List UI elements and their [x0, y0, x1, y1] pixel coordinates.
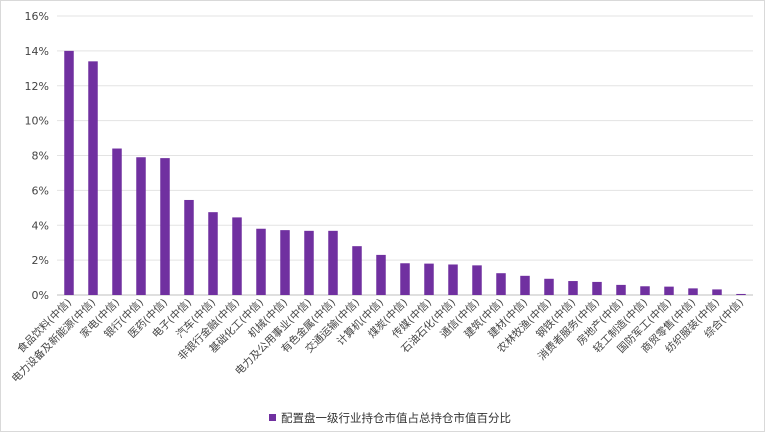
bar [424, 263, 434, 295]
bar [496, 273, 506, 295]
bars [64, 50, 746, 296]
y-tick-label: 6% [32, 184, 49, 197]
bar [568, 281, 578, 295]
y-tick-label: 8% [32, 150, 49, 163]
bar [280, 230, 290, 295]
y-tick-label: 10% [25, 115, 49, 128]
bar [328, 230, 338, 295]
bar [520, 275, 530, 295]
legend-swatch [269, 414, 276, 421]
bar [184, 199, 194, 295]
bar [256, 228, 266, 295]
y-tick-label: 2% [32, 254, 49, 267]
bar [376, 254, 386, 295]
y-tick-label: 16% [25, 10, 49, 23]
y-tick-label: 12% [25, 80, 49, 93]
bar [712, 289, 722, 295]
bar [400, 263, 410, 295]
bar [592, 281, 602, 295]
bar [112, 148, 122, 295]
bar [736, 293, 746, 295]
bar [160, 158, 170, 295]
bar [688, 288, 698, 295]
gridlines [57, 15, 753, 296]
bar [472, 265, 482, 295]
bar [304, 230, 314, 295]
bar [64, 50, 74, 295]
bar [640, 286, 650, 295]
bar [208, 212, 218, 295]
bar [664, 286, 674, 295]
bar [616, 284, 626, 295]
legend-label: 配置盘一级行业持仓市值占总持仓市值百分比 [281, 411, 511, 425]
y-axis: 0% 2% 4% 6% 8% 10% 12% 14% 16% [25, 10, 49, 302]
legend: 配置盘一级行业持仓市值占总持仓市值百分比 [269, 411, 511, 425]
y-tick-label: 0% [32, 289, 49, 302]
bar [544, 278, 554, 295]
bar [232, 217, 242, 295]
x-axis: 食品饮料(中信)电力设备及新能源(中信)家电(中信)银行(中信)医药(中信)电子… [9, 296, 746, 385]
bar [352, 246, 362, 295]
bar [136, 157, 146, 295]
bar [88, 61, 98, 296]
y-tick-label: 4% [32, 219, 49, 232]
bar [448, 264, 458, 295]
y-tick-label: 14% [25, 45, 49, 58]
